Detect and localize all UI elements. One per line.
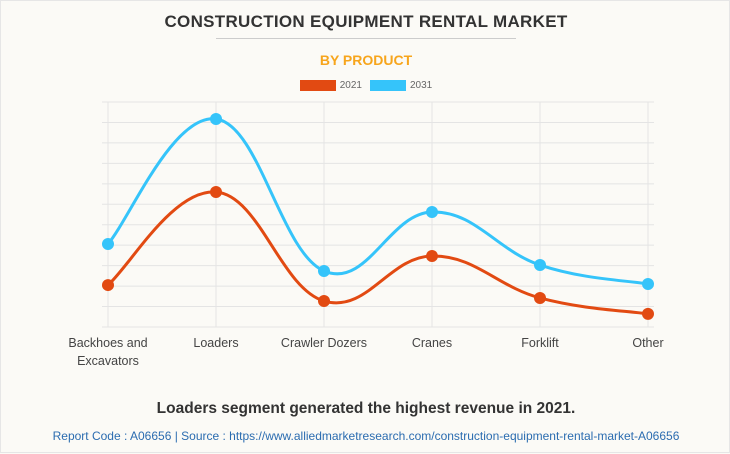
chart-caption: Loaders segment generated the highest re… — [156, 400, 576, 417]
x-tick-label: Other — [632, 336, 663, 350]
title-divider — [216, 38, 516, 39]
data-point-2021 — [318, 295, 330, 308]
chart-title: CONSTRUCTION EQUIPMENT RENTAL MARKET — [164, 12, 568, 31]
data-point-2031 — [318, 264, 330, 277]
chart-subtitle: BY PRODUCT — [319, 52, 413, 68]
legend-label: 2021 — [339, 80, 362, 91]
data-point-2031 — [534, 259, 546, 272]
data-point-2031 — [642, 278, 654, 291]
x-tick-label: Loaders — [193, 336, 238, 350]
data-point-2021 — [210, 186, 222, 198]
series-line-2021 — [107, 190, 649, 316]
legend-label: 2031 — [410, 80, 433, 91]
legend: 2021 2031 — [1, 80, 730, 91]
x-tick-label: Crawler Dozers — [281, 336, 367, 350]
legend-item-2031[interactable]: 2031 — [370, 80, 432, 91]
data-point-2021 — [102, 279, 114, 292]
x-tick-label: Cranes — [412, 336, 452, 350]
source-link[interactable]: Report Code : A06656 | Source : https://… — [52, 429, 680, 443]
data-point-2021 — [642, 307, 654, 320]
legend-swatch-2031 — [370, 80, 406, 91]
legend-swatch-2021 — [299, 80, 336, 91]
data-point-2031 — [102, 237, 114, 250]
x-tick-label: Backhoes and Excavators — [68, 336, 147, 368]
data-point-2031 — [426, 206, 438, 219]
data-point-2031 — [210, 112, 222, 125]
series-line-2031 — [106, 117, 649, 286]
legend-item-2021[interactable]: 2021 — [299, 80, 362, 91]
data-point-2021 — [426, 250, 438, 263]
data-point-2021 — [534, 291, 546, 304]
x-tick-label: Forklift — [521, 336, 559, 350]
